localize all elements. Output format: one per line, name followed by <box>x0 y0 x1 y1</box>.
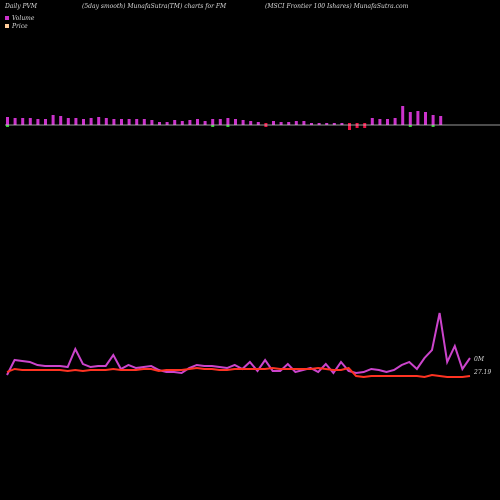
volume-bar-marker <box>6 125 9 127</box>
volume-bar <box>363 123 367 128</box>
volume-bar <box>218 119 222 125</box>
volume-bar <box>348 123 351 130</box>
volume-bar <box>120 119 123 125</box>
volume-bar <box>272 121 275 125</box>
legend-price-swatch <box>5 24 9 28</box>
chart-header-middle: (5day smooth) MunafaSutra(TM) charts for… <box>82 3 227 10</box>
volume-bar <box>203 121 207 125</box>
volume-bar <box>302 121 306 125</box>
volume-bar-marker <box>211 125 215 127</box>
volume-value-label: 0M <box>474 356 485 363</box>
volume-bar <box>241 120 245 125</box>
volume-bar <box>13 118 17 125</box>
volume-line <box>6 312 471 376</box>
volume-bar <box>211 119 215 125</box>
volume-bar <box>325 123 329 125</box>
volume-bar <box>36 119 40 125</box>
volume-bar <box>294 121 298 125</box>
volume-bar <box>44 119 47 125</box>
volume-bar <box>180 121 184 125</box>
volume-bar <box>249 121 253 125</box>
volume-bar <box>135 119 139 125</box>
volume-bar <box>332 123 336 125</box>
volume-bar <box>66 118 70 125</box>
volume-bar <box>89 118 93 125</box>
volume-bar <box>28 118 32 125</box>
volume-bar <box>370 118 374 125</box>
volume-bar <box>378 119 382 125</box>
volume-bar <box>431 115 435 125</box>
volume-bar <box>226 118 230 125</box>
volume-bar <box>59 116 63 125</box>
legend-volume-swatch <box>5 16 9 20</box>
volume-bar <box>401 106 405 125</box>
volume-bar <box>21 118 25 125</box>
legend: Volume Price <box>5 14 34 30</box>
volume-bar <box>188 120 192 125</box>
volume-bar <box>196 119 199 125</box>
volume-bar <box>340 123 344 125</box>
volume-bar <box>256 122 260 125</box>
volume-bar <box>82 119 85 125</box>
price-value-label: 27.19 <box>473 369 491 376</box>
volume-bar-marker <box>226 125 230 127</box>
volume-bar <box>287 122 291 125</box>
volume-bar <box>112 119 116 125</box>
volume-bar <box>234 119 237 125</box>
volume-bar-marker <box>408 125 412 127</box>
volume-bar <box>416 111 420 125</box>
volume-bar <box>279 122 283 125</box>
volume-bar <box>158 122 161 125</box>
legend-volume: Volume <box>5 14 34 22</box>
volume-bar-marker <box>431 125 435 127</box>
volume-bar <box>386 119 389 125</box>
volume-bar <box>310 123 313 125</box>
chart-header-left: Daily PVM <box>5 3 38 10</box>
volume-bar <box>355 123 359 128</box>
volume-bar <box>74 118 78 125</box>
volume-bar <box>142 119 146 125</box>
volume-bar <box>439 116 443 125</box>
volume-bar <box>317 123 321 125</box>
chart-header-right: (MSCI Frontier 100 Ishares) MunafaSutra.… <box>265 3 409 10</box>
volume-bar <box>150 120 154 125</box>
volume-bar <box>408 112 412 125</box>
volume-bar <box>173 120 177 125</box>
volume-bars <box>6 106 443 130</box>
legend-price-label: Price <box>12 22 28 30</box>
price-line <box>6 366 471 379</box>
volume-bar <box>104 118 108 125</box>
volume-bar <box>424 112 427 125</box>
legend-volume-label: Volume <box>12 14 35 22</box>
volume-bar <box>51 115 55 125</box>
volume-bar <box>6 117 9 125</box>
volume-bar <box>127 119 131 125</box>
volume-bar <box>165 122 169 125</box>
legend-price: Price <box>5 22 34 30</box>
volume-bar <box>393 118 397 125</box>
volume-bar <box>97 117 101 125</box>
